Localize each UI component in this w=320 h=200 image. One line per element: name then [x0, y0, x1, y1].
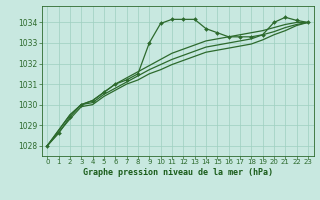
X-axis label: Graphe pression niveau de la mer (hPa): Graphe pression niveau de la mer (hPa)	[83, 168, 273, 177]
